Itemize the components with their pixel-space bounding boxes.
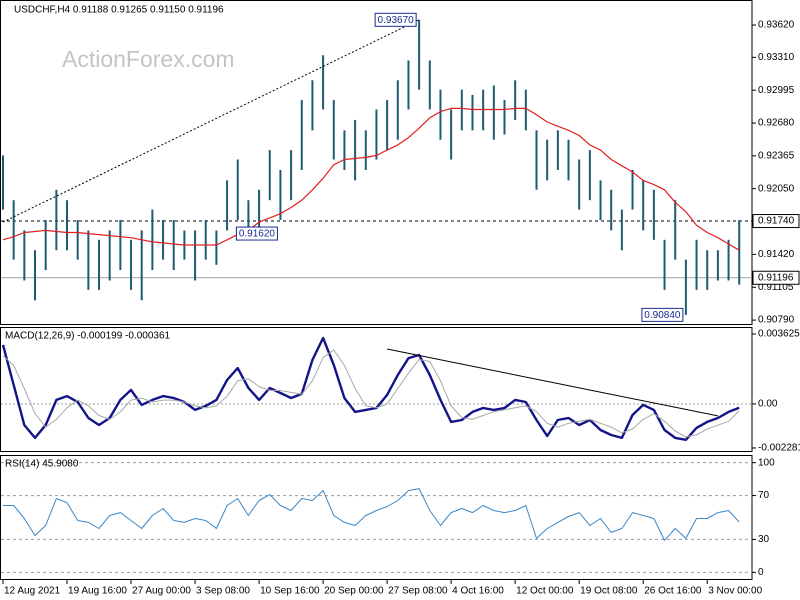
panel-title: RSI(14) 45.9080 [5,459,79,470]
indicator-line [1,336,740,441]
panel-title: MACD(12,26,9) -0.000199 -0.000361 [5,331,171,342]
panel-frame [0,327,753,452]
indicator-line [2,107,740,251]
indicator-line [2,349,740,438]
level-label-box [752,270,800,285]
x-tick-label: 26 Oct 16:00 [644,586,702,597]
y-tick-label: 0.92365 [758,151,795,162]
level-label: 0.91740 [758,216,795,227]
annotation-box [641,307,684,322]
y-tick-label: 100 [758,457,775,468]
x-tick-label: 4 Oct 16:00 [452,586,504,597]
panel-title: USDCHF,H4 0.91188 0.91265 0.91150 0.9119… [14,5,224,16]
annotation-label: 0.90840 [644,310,681,321]
x-tick-label: 12 Aug 2021 [4,586,61,597]
trendline [2,19,420,223]
annotation-label: 0.93670 [378,15,415,26]
y-tick-label: 70 [758,490,770,501]
y-tick-label: 0.93620 [758,20,795,31]
x-tick-label: 19 Oct 08:00 [580,586,638,597]
annotation-box [374,12,417,27]
y-tick-label: 0.003625 [758,329,800,340]
x-tick-label: 3 Nov 00:00 [708,586,762,597]
y-tick-label: 30 [758,534,770,545]
x-tick-label: 10 Sep 16:00 [260,586,320,597]
y-tick-label: 0.93310 [758,52,795,63]
y-tick-label: 0.00 [758,399,778,410]
level-label: 0.91196 [758,272,794,283]
indicator-line [3,488,740,541]
annotation-label: 0.91620 [239,229,276,240]
panel-frame [0,455,753,580]
y-tick-label: -0.002281 [758,443,800,454]
x-tick-label: 3 Sep 08:00 [196,586,250,597]
y-tick-label: 0.92050 [758,183,795,194]
x-tick-label: 19 Aug 16:00 [68,586,127,597]
level-label-box [752,214,800,229]
x-tick-label: 20 Sep 00:00 [324,586,384,597]
x-tick-label: 12 Oct 00:00 [516,586,574,597]
x-tick-label: 27 Sep 08:00 [388,586,448,597]
y-tick-label: 0 [758,567,764,578]
y-tick-label: 0.92995 [758,85,795,96]
annotation-box [235,226,278,241]
y-tick-label: 0.92680 [758,118,795,129]
y-tick-label: 0.91105 [758,282,794,293]
trendline [387,348,718,417]
x-tick-label: 27 Aug 00:00 [132,586,191,597]
y-tick-label: 0.91420 [758,249,795,260]
watermark: ActionForex.com [62,46,235,72]
y-tick-label: 0.90790 [758,315,795,326]
